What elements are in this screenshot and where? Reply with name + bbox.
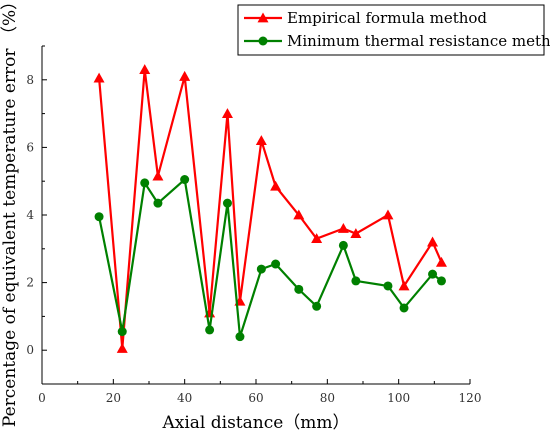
data-point <box>93 72 105 83</box>
data-point <box>293 209 305 220</box>
y-tick-label: 2 <box>26 276 34 290</box>
y-tick-label: 8 <box>26 73 34 87</box>
data-point <box>436 276 446 286</box>
data-point <box>221 108 233 118</box>
data-point <box>428 269 438 279</box>
x-tick-label: 20 <box>106 391 121 405</box>
data-point <box>338 240 348 250</box>
y-tick-label: 0 <box>26 343 34 357</box>
series-1 <box>93 64 447 353</box>
data-point <box>311 233 323 244</box>
series-line <box>98 69 443 349</box>
data-point <box>235 332 245 342</box>
data-point <box>435 256 447 267</box>
x-axis-ticks: 0 20 40 60 80 100 120 <box>38 379 481 405</box>
data-point <box>351 276 361 286</box>
data-point <box>222 198 232 208</box>
data-point <box>94 212 104 222</box>
data-point <box>312 301 322 311</box>
data-point <box>427 236 439 247</box>
data-point <box>117 327 127 337</box>
axes <box>41 46 470 385</box>
data-point <box>255 135 267 146</box>
legend-box <box>237 4 545 56</box>
data-point <box>270 180 282 191</box>
data-point <box>256 264 266 274</box>
data-point <box>140 178 150 188</box>
data-point <box>205 325 215 335</box>
y-axis-title: Percentage of equivalent temperature err… <box>0 0 20 427</box>
x-axis-title: Axial distance（mm） <box>161 413 349 433</box>
data-point <box>398 280 410 291</box>
legend-label: Empirical formula method <box>287 9 487 27</box>
data-point <box>116 343 128 353</box>
data-point <box>180 175 190 185</box>
y-tick-label: 4 <box>26 208 34 222</box>
data-point <box>383 281 393 291</box>
data-point <box>179 70 191 81</box>
x-tick-label: 0 <box>38 391 46 405</box>
data-point <box>152 170 164 181</box>
x-tick-label: 100 <box>387 391 410 405</box>
legend-marker <box>257 12 269 23</box>
legend: Empirical formula method Minimum thermal … <box>237 4 550 56</box>
x-tick-label: 60 <box>248 391 263 405</box>
series-line <box>98 177 443 338</box>
data-point <box>399 303 409 313</box>
data-point <box>153 198 163 208</box>
data-point <box>271 259 281 269</box>
data-point <box>294 284 304 294</box>
x-tick-label: 80 <box>320 391 335 405</box>
legend-entry: Minimum thermal resistance method <box>244 32 550 50</box>
legend-entry: Empirical formula method <box>244 9 487 27</box>
x-tick-label: 40 <box>177 391 192 405</box>
data-point <box>382 209 394 220</box>
series-group <box>93 64 447 353</box>
data-point <box>337 223 349 233</box>
series-2 <box>94 175 446 342</box>
x-tick-label: 120 <box>459 391 482 405</box>
legend-marker <box>258 36 268 46</box>
y-tick-label: 6 <box>26 140 34 154</box>
data-point <box>350 228 362 238</box>
data-point <box>139 64 151 75</box>
y-axis-ticks: 0 2 4 6 8 <box>26 45 47 385</box>
legend-label: Minimum thermal resistance method <box>287 32 550 50</box>
